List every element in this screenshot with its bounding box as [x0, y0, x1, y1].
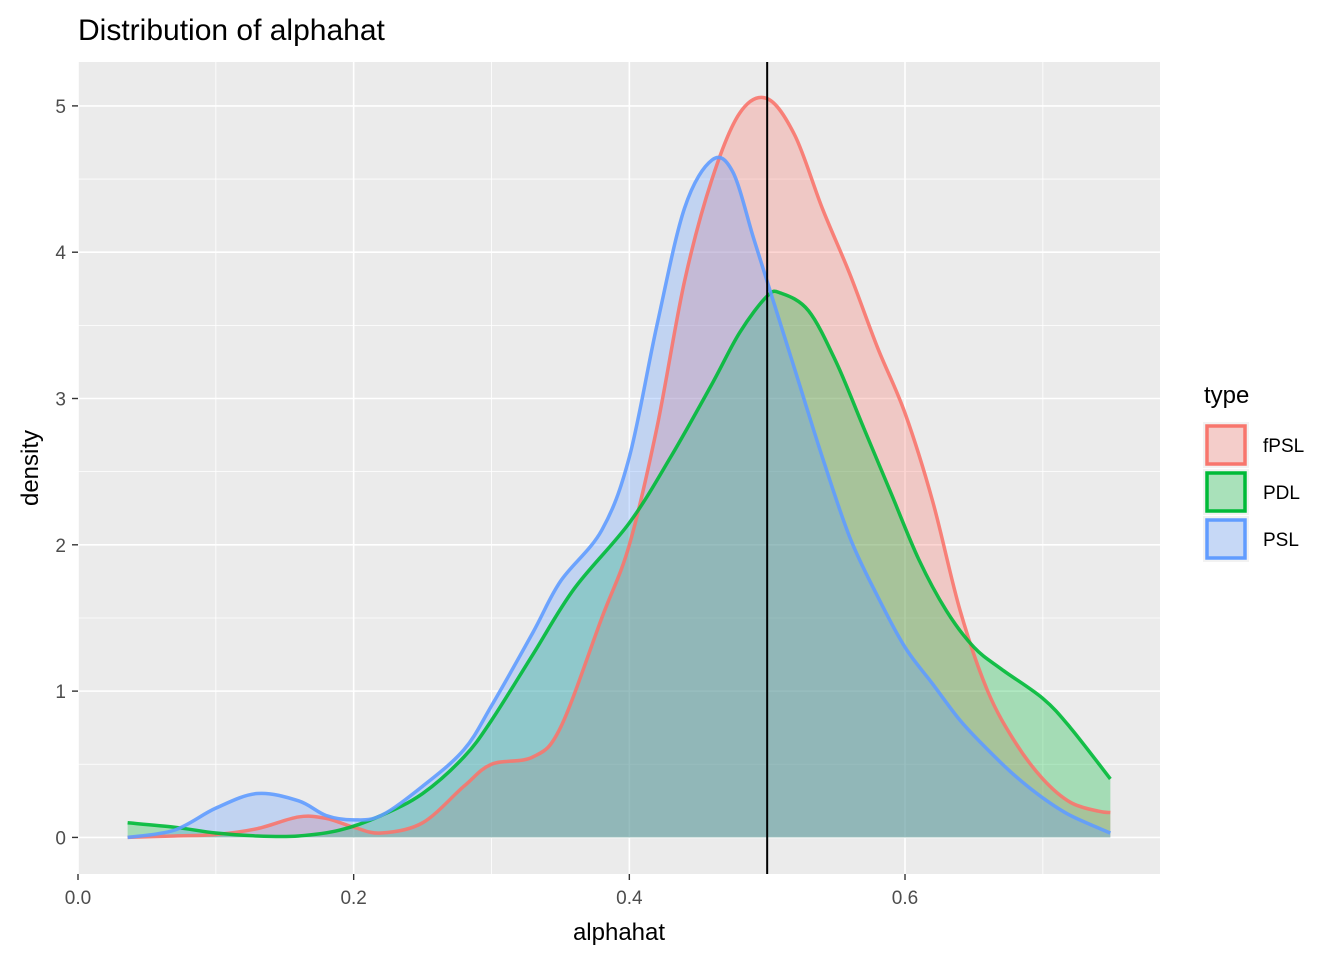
y-tick-label: 4	[55, 243, 66, 264]
y-axis-ticks: 0 1 2 3 4 5	[55, 97, 78, 849]
legend-key-bg-fpsl	[1203, 422, 1249, 468]
legend-label-pdl: PDL	[1263, 483, 1300, 504]
density-areas	[127, 97, 1111, 838]
x-axis-title: alphahat	[573, 919, 665, 946]
x-tick-label: 0.6	[892, 888, 918, 909]
y-tick-label: 0	[55, 828, 66, 849]
line-psl	[127, 155, 1112, 840]
chart-title: Distribution of alphahat	[78, 14, 386, 47]
legend-key-bg-pdl	[1203, 469, 1249, 515]
legend-key-psl	[1205, 518, 1247, 560]
legend-key-bg-psl	[1203, 516, 1249, 562]
legend-label-fpsl: fPSL	[1263, 436, 1304, 457]
legend-label-psl: PSL	[1263, 530, 1299, 551]
x-tick-label: 0.4	[616, 888, 643, 909]
area-fpsl	[127, 97, 1111, 838]
legend-key-pdl	[1205, 471, 1247, 513]
legend-title: type	[1204, 382, 1249, 409]
y-axis-title: density	[17, 430, 44, 506]
x-tick-label: 0.0	[65, 888, 91, 909]
legend: type fPSL PDL PSL	[1203, 382, 1304, 562]
area-psl	[127, 157, 1111, 838]
legend-key-fpsl	[1205, 424, 1247, 466]
plot-panel	[78, 62, 1160, 874]
y-tick-label: 2	[55, 536, 66, 557]
line-pdl	[127, 289, 1112, 839]
area-pdl	[127, 291, 1111, 838]
x-axis-ticks: 0.0 0.2 0.4 0.6	[65, 874, 918, 909]
x-tick-label: 0.2	[340, 888, 366, 909]
y-tick-label: 3	[55, 390, 66, 411]
y-tick-label: 5	[55, 97, 66, 118]
y-tick-label: 1	[55, 682, 66, 703]
density-lines	[127, 95, 1112, 840]
